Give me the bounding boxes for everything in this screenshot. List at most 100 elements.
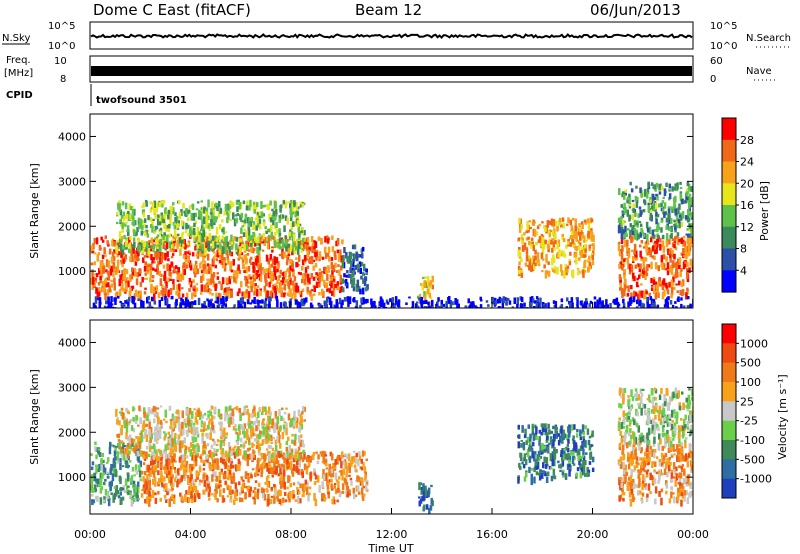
velocity-cell	[267, 493, 270, 499]
power-cell	[229, 239, 232, 245]
power-cell	[273, 236, 276, 244]
power-cell	[201, 244, 204, 251]
power-cell	[95, 287, 98, 294]
velocity-cell	[325, 472, 329, 481]
power-cell	[623, 202, 626, 209]
power-cell	[431, 275, 434, 283]
velocity-cell	[286, 486, 289, 490]
velocity-cell	[250, 474, 253, 479]
velocity-cell	[219, 457, 223, 463]
power-cell	[112, 261, 116, 269]
power-cell	[252, 205, 255, 211]
velocity-cell	[103, 467, 107, 475]
velocity-cell	[209, 432, 212, 440]
power-cell	[676, 232, 680, 237]
velocity-cell	[279, 442, 282, 449]
velocity-cell	[143, 407, 146, 415]
power-cell	[428, 305, 431, 308]
power-cell	[678, 265, 681, 270]
power-cell	[119, 236, 122, 243]
power-cell	[151, 279, 155, 282]
power-cell	[299, 204, 303, 208]
velocity-cell	[365, 479, 369, 482]
power-cell	[184, 257, 188, 262]
power-cell	[308, 258, 311, 264]
velocity-cell	[269, 411, 272, 416]
power-cell	[115, 245, 118, 253]
power-cell	[253, 248, 256, 252]
power-cell	[173, 229, 177, 237]
power-cell	[588, 303, 591, 308]
velocity-cell	[213, 463, 217, 470]
velocity-cell	[194, 454, 198, 462]
power-cell	[626, 209, 629, 217]
power-cell	[305, 273, 308, 279]
power-cell	[134, 259, 138, 266]
power-cell	[166, 304, 170, 308]
velocity-cell	[155, 441, 159, 445]
power-cell	[680, 237, 683, 244]
power-cell	[206, 289, 209, 293]
velocity-cell	[129, 443, 133, 448]
velocity-cell	[97, 450, 100, 454]
power-cell	[662, 196, 665, 200]
power-cell	[542, 304, 546, 307]
power-cell	[236, 291, 240, 297]
velocity-cell	[174, 469, 177, 474]
velocity-cell	[257, 468, 261, 473]
power-cell	[289, 265, 292, 271]
power-cell	[258, 306, 261, 308]
velocity-cell	[146, 464, 149, 473]
power-cell	[494, 298, 497, 303]
power-cell	[328, 298, 332, 305]
power-cell	[378, 306, 381, 308]
power-cell	[480, 299, 483, 302]
velocity-cell	[173, 454, 176, 459]
power-cell	[312, 276, 316, 281]
velocity-cell	[365, 480, 369, 486]
velocity-cell	[255, 467, 258, 476]
velocity-cell	[113, 450, 117, 457]
velocity-cell	[145, 451, 148, 460]
power-cell	[657, 265, 660, 272]
power-cell	[630, 292, 633, 300]
velocity-cell	[187, 413, 190, 416]
power-cell	[122, 211, 126, 219]
velocity-cell	[276, 440, 279, 443]
power-cell	[581, 269, 585, 275]
velocity-cell	[354, 456, 358, 464]
velocity-cell	[196, 430, 199, 435]
velocity-cell	[105, 471, 109, 474]
velocity-cell	[221, 434, 224, 440]
power-cell	[332, 286, 336, 291]
velocity-cell	[117, 495, 121, 499]
velocity-cell	[171, 439, 174, 447]
power-cell	[629, 181, 632, 186]
power-cell	[686, 305, 690, 308]
power-cell	[100, 236, 103, 241]
power-cell	[121, 201, 125, 206]
power-cell	[680, 303, 683, 308]
power-cell	[162, 241, 165, 249]
power-cell	[160, 296, 164, 301]
velocity-cell	[171, 426, 175, 429]
power-cell	[218, 280, 221, 284]
power-cell	[277, 275, 280, 281]
power-cell	[588, 255, 591, 262]
power-cell	[121, 260, 124, 268]
velocity-cell	[151, 445, 154, 450]
power-cell	[135, 278, 139, 286]
power-cell	[150, 263, 153, 271]
power-cell	[675, 261, 678, 267]
power-cell	[621, 265, 624, 271]
power-cell	[654, 281, 657, 286]
power-cell	[202, 263, 205, 272]
power-cell	[134, 289, 138, 297]
velocity-cell	[258, 458, 262, 462]
power-cell	[680, 281, 684, 288]
velocity-cell	[205, 454, 209, 460]
velocity-cell	[362, 462, 365, 467]
power-cell	[661, 208, 665, 215]
velocity-cell	[189, 469, 193, 478]
power-cell	[108, 285, 111, 293]
